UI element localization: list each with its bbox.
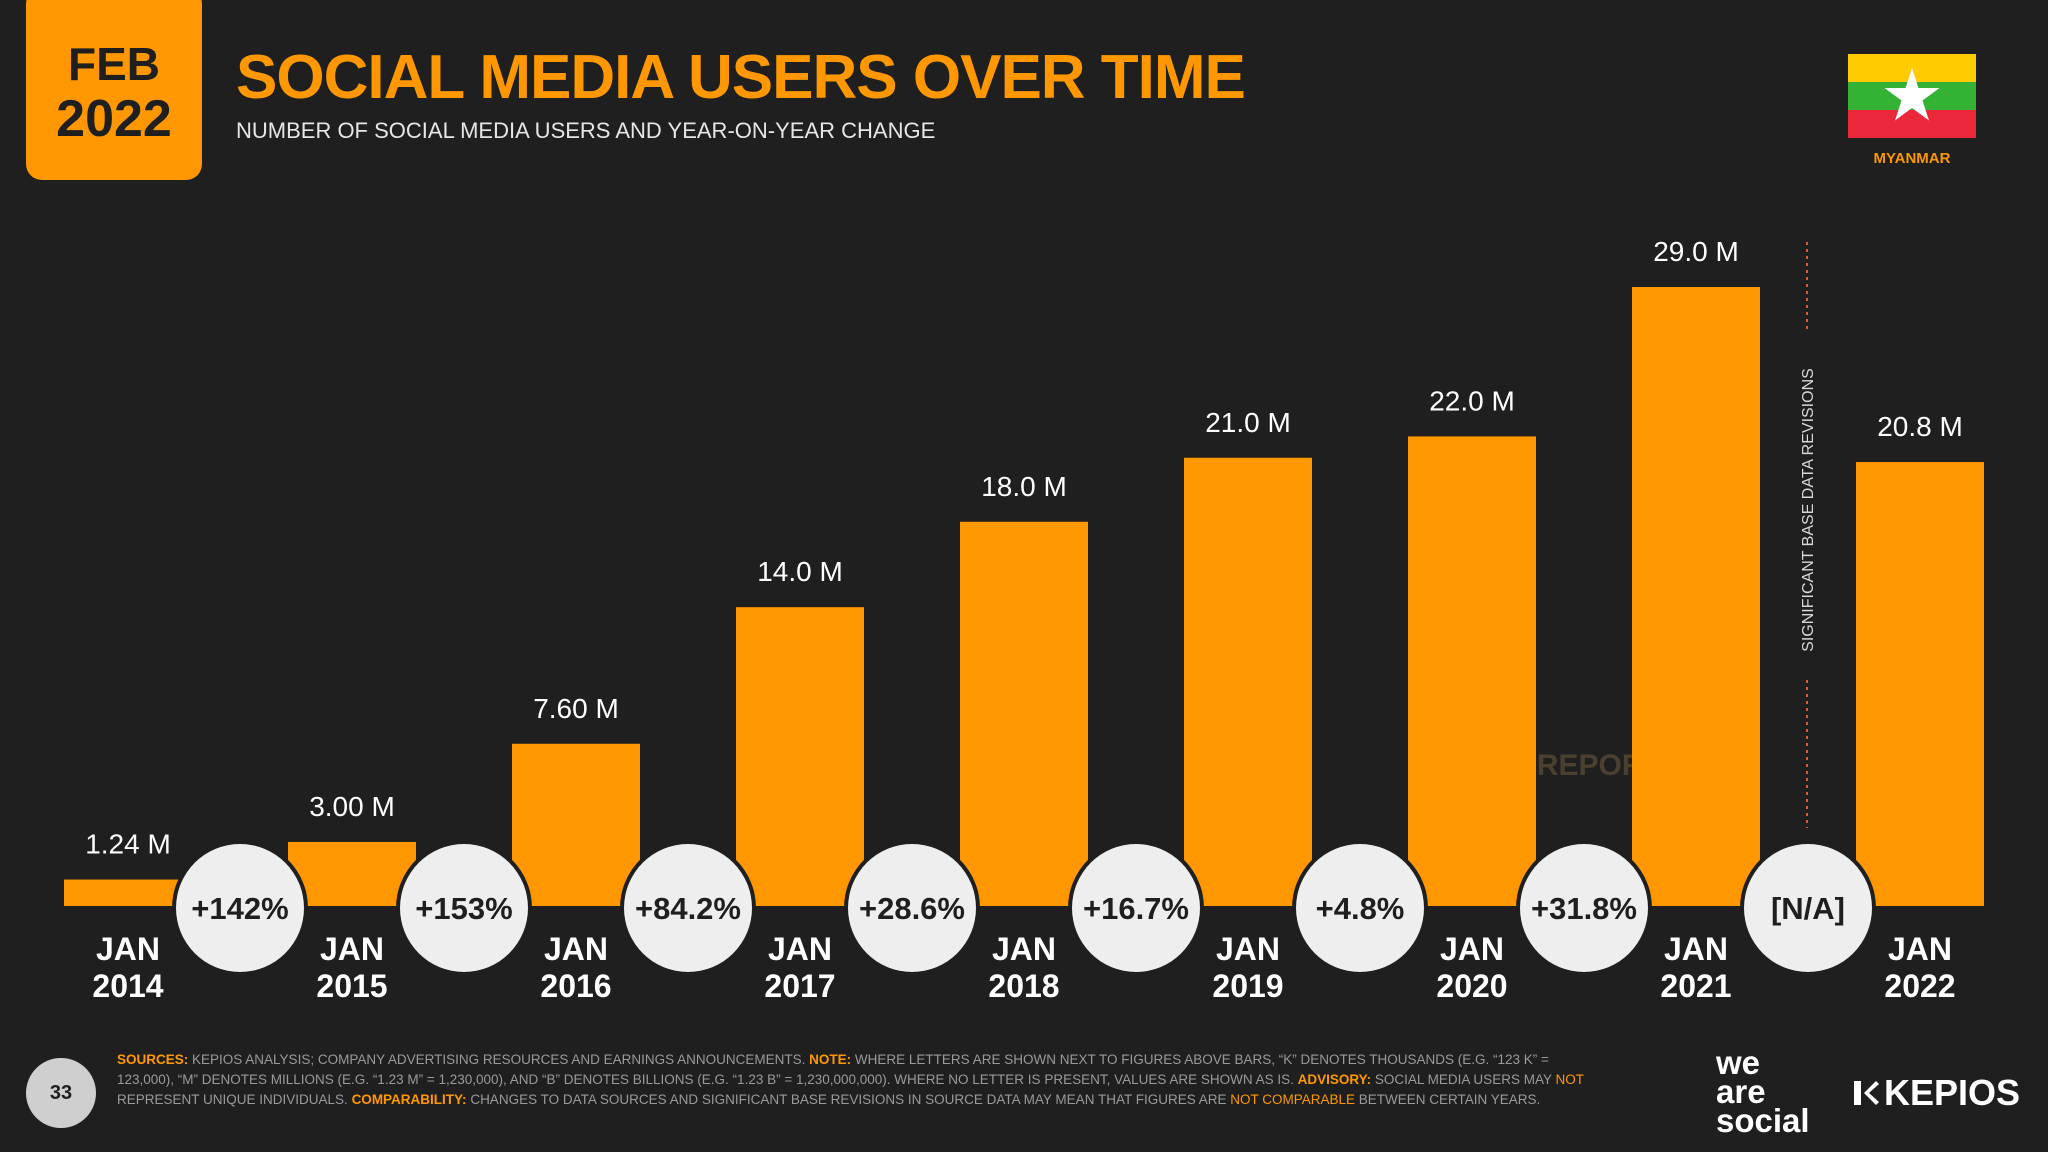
page-title: SOCIAL MEDIA USERS OVER TIME — [236, 43, 1246, 112]
country-label: MYANMAR — [1873, 150, 1951, 167]
myanmar-flag-icon — [1848, 54, 1976, 138]
bar-value-label: 14.0 M — [757, 556, 843, 587]
category-year-label: 2019 — [1212, 968, 1283, 1004]
category-month-label: JAN — [768, 931, 832, 967]
change-circle — [400, 844, 528, 972]
sources-part: SOURCES: — [117, 1052, 189, 1067]
sources-part: CHANGES TO DATA SOURCES AND SIGNIFICANT … — [466, 1092, 1231, 1107]
sources-part: BETWEEN CERTAIN YEARS. — [1355, 1092, 1541, 1107]
bar — [1408, 436, 1536, 906]
change-circle — [624, 844, 752, 972]
bar-value-label: 21.0 M — [1205, 407, 1291, 438]
date-badge: FEB 2022 — [26, 0, 202, 180]
bar — [288, 841, 416, 906]
kepios-logo: KEPIOS — [1852, 1072, 2020, 1114]
kepios-wordmark: KEPIOS — [1884, 1072, 2021, 1113]
sources-part: SOCIAL MEDIA USERS MAY — [1371, 1072, 1556, 1087]
change-label: +153% — [415, 891, 512, 926]
bar-value-label: 7.60 M — [533, 693, 619, 724]
sources-part: ADVISORY: — [1297, 1072, 1372, 1087]
change-label: +16.7% — [1083, 891, 1189, 926]
bar — [736, 607, 864, 906]
bar-value-label: 22.0 M — [1429, 385, 1515, 416]
page-subtitle: NUMBER OF SOCIAL MEDIA USERS AND YEAR-ON… — [236, 118, 936, 143]
logo-social: social — [1716, 1102, 1810, 1139]
logo-are: are — [1716, 1073, 1766, 1110]
category-year-label: 2016 — [540, 968, 611, 1004]
bar — [64, 879, 192, 906]
change-label: +4.8% — [1316, 891, 1405, 926]
change-label: +84.2% — [635, 891, 741, 926]
bar-value-label: 29.0 M — [1653, 236, 1739, 267]
bar-value-label: 18.0 M — [981, 471, 1067, 502]
bar — [1632, 287, 1760, 906]
change-circle — [176, 844, 304, 972]
category-month-label: JAN — [96, 931, 160, 967]
sources-part: NOT — [1555, 1072, 1584, 1087]
category-year-label: 2017 — [764, 968, 835, 1004]
sources-part: WHERE LETTERS ARE SHOWN NEXT TO FIGURES … — [117, 1052, 1549, 1087]
change-label: +31.8% — [1531, 891, 1637, 926]
change-label: +142% — [191, 891, 288, 926]
page-number: 33 — [26, 1058, 96, 1128]
bar-value-label: 20.8 M — [1877, 411, 1963, 442]
logo-we: we — [1716, 1044, 1761, 1081]
bar-value-label: 3.00 M — [309, 791, 395, 822]
change-circle — [848, 844, 976, 972]
sources-part: NOT COMPARABLE — [1230, 1092, 1355, 1107]
bar — [1184, 457, 1312, 906]
category-month-label: JAN — [320, 931, 384, 967]
category-year-label: 2021 — [1660, 968, 1731, 1004]
we-are-social-logo: we are social — [1716, 1044, 1810, 1139]
change-circle — [1072, 844, 1200, 972]
category-year-label: 2014 — [92, 968, 163, 1004]
bar-value-label: 1.24 M — [85, 829, 171, 860]
category-month-label: JAN — [992, 931, 1056, 967]
kepios-mark-icon — [1854, 1081, 1879, 1105]
bar — [512, 743, 640, 906]
sources-part: COMPARABILITY: — [351, 1092, 467, 1107]
bar — [960, 521, 1088, 906]
sources-part: NOTE: — [809, 1052, 852, 1067]
category-year-label: 2018 — [988, 968, 1059, 1004]
category-year-label: 2022 — [1884, 968, 1955, 1004]
date-year: 2022 — [56, 90, 172, 148]
separator-label: SIGNIFICANT BASE DATA REVISIONS — [1800, 368, 1817, 652]
change-circle — [1296, 844, 1424, 972]
change-circle — [1520, 844, 1648, 972]
category-month-label: JAN — [1888, 931, 1952, 967]
category-month-label: JAN — [544, 931, 608, 967]
category-month-label: JAN — [1216, 931, 1280, 967]
category-year-label: 2020 — [1436, 968, 1507, 1004]
sources-note: SOURCES: KEPIOS ANALYSIS; COMPANY ADVERT… — [117, 1050, 1597, 1110]
date-month: FEB — [68, 38, 160, 90]
category-month-label: JAN — [1440, 931, 1504, 967]
category-month-label: JAN — [1664, 931, 1728, 967]
sources-part: KEPIOS ANALYSIS; COMPANY ADVERTISING RES… — [188, 1052, 810, 1067]
change-circle — [1744, 844, 1872, 972]
change-label: +28.6% — [859, 891, 965, 926]
category-year-label: 2015 — [316, 968, 387, 1004]
change-label: [N/A] — [1771, 891, 1845, 926]
sources-part: REPRESENT UNIQUE INDIVIDUALS. — [117, 1092, 352, 1107]
bar — [1856, 462, 1984, 906]
